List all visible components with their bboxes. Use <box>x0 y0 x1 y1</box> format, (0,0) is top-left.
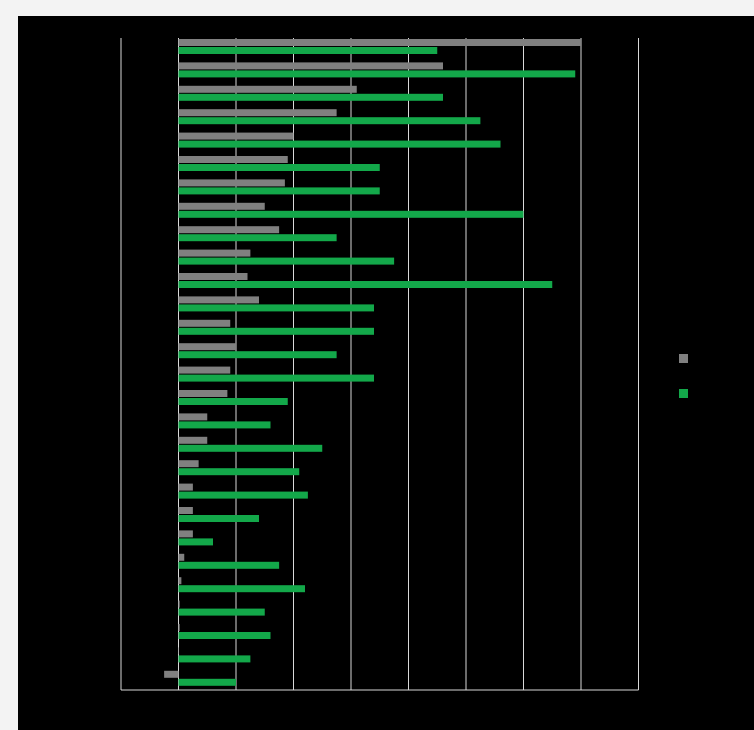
bar-series-2-row-27 <box>178 655 251 663</box>
bar-series-2-row-2 <box>178 70 576 78</box>
bar-series-1-row-20 <box>178 483 193 491</box>
bar-series-1-row-5 <box>178 132 294 140</box>
legend-swatch-series-1 <box>679 354 688 363</box>
bar-series-2-row-12 <box>178 304 374 312</box>
bar-series-1-row-13 <box>178 319 231 327</box>
bar-series-1-row-18 <box>178 436 208 444</box>
bar-series-1-row-15 <box>178 366 231 374</box>
bar-series-2-row-16 <box>178 398 288 405</box>
bar-series-1-row-1 <box>178 39 581 46</box>
bar-series-1-row-25 <box>178 600 180 608</box>
bar-series-2-row-18 <box>178 444 323 452</box>
bar-series-2-row-10 <box>178 257 395 265</box>
bar-series-1-row-2 <box>178 62 443 70</box>
bar-series-1-row-4 <box>178 109 337 117</box>
bar-series-2-row-25 <box>178 608 265 616</box>
bar-series-2-row-7 <box>178 187 380 195</box>
bar-series-2-row-17 <box>178 421 271 429</box>
bar-series-1-row-24 <box>178 577 182 585</box>
legend-swatch-series-2 <box>679 389 688 398</box>
bar-series-2-row-9 <box>178 234 337 242</box>
bar-series-2-row-15 <box>178 374 374 382</box>
bar-series-2-row-1 <box>178 47 438 54</box>
bar-series-2-row-4 <box>178 117 481 125</box>
bar-series-2-row-14 <box>178 351 337 359</box>
chart-area <box>18 16 754 730</box>
bar-series-2-row-20 <box>178 491 308 499</box>
bar-series-1-row-3 <box>178 85 357 93</box>
bar-series-1-row-19 <box>178 460 199 468</box>
bar-series-1-row-17 <box>178 413 208 421</box>
bar-series-2-row-23 <box>178 561 280 569</box>
bar-series-2-row-11 <box>178 281 553 288</box>
bar-series-1-row-26 <box>178 624 180 631</box>
bar-series-2-row-26 <box>178 632 271 639</box>
bar-series-1-row-22 <box>178 530 193 538</box>
bar-series-1-row-27 <box>178 647 179 655</box>
bar-series-2-row-28 <box>178 678 236 686</box>
bar-series-1-row-14 <box>178 343 236 351</box>
bar-series-1-row-10 <box>178 249 251 257</box>
bar-series-1-row-16 <box>178 390 228 397</box>
bar-series-1-row-28 <box>164 670 179 678</box>
bar-series-2-row-13 <box>178 327 374 335</box>
bar-series-2-row-19 <box>178 468 300 476</box>
bar-series-2-row-6 <box>178 164 380 171</box>
bar-series-2-row-22 <box>178 538 213 546</box>
bar-series-1-row-21 <box>178 507 193 514</box>
bar-series-1-row-7 <box>178 179 285 187</box>
bar-series-1-row-6 <box>178 156 288 163</box>
bar-series-2-row-21 <box>178 515 259 522</box>
bar-series-2-row-3 <box>178 93 443 101</box>
bar-series-1-row-11 <box>178 273 248 280</box>
bar-series-2-row-24 <box>178 585 305 593</box>
bars <box>164 39 581 686</box>
bar-series-1-row-9 <box>178 226 280 234</box>
bar-series-2-row-8 <box>178 210 524 218</box>
bar-series-1-row-8 <box>178 202 265 210</box>
bar-series-1-row-23 <box>178 553 185 561</box>
bar-chart <box>120 38 639 691</box>
bar-series-2-row-5 <box>178 140 501 148</box>
bar-series-1-row-12 <box>178 296 259 304</box>
